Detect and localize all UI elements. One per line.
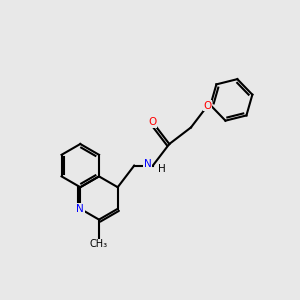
Text: N: N bbox=[144, 159, 151, 169]
Text: O: O bbox=[149, 117, 157, 128]
Text: H: H bbox=[158, 164, 166, 174]
Text: CH₃: CH₃ bbox=[90, 239, 108, 249]
Text: O: O bbox=[203, 101, 211, 111]
Text: N: N bbox=[76, 204, 84, 214]
